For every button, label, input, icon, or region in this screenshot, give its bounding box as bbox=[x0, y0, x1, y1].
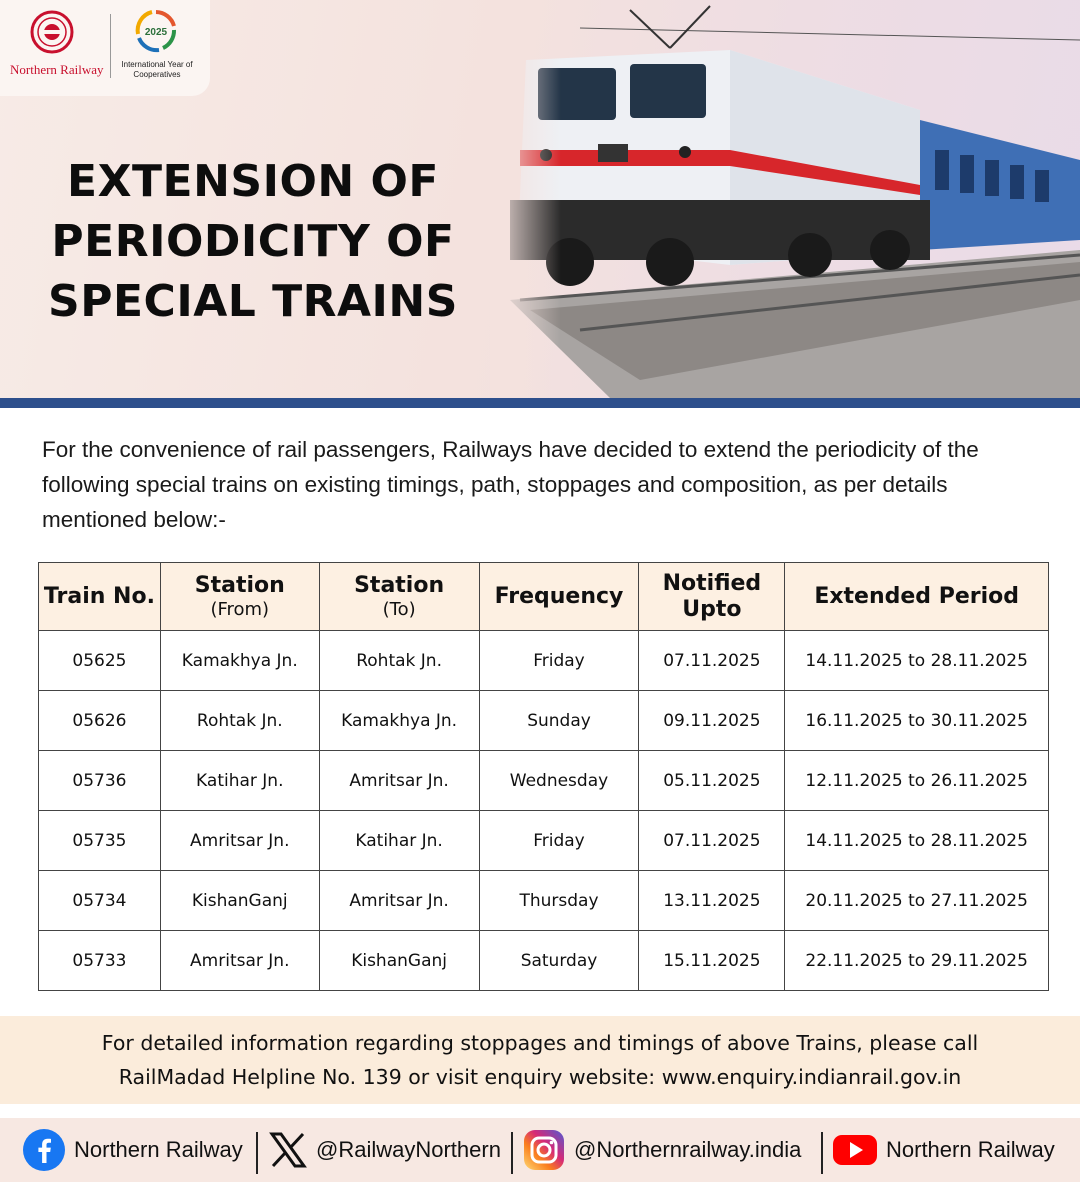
facebook-icon bbox=[23, 1129, 65, 1171]
cell-station-to: Rohtak Jn. bbox=[318, 630, 480, 691]
facebook-handle: Northern Railway bbox=[74, 1137, 243, 1162]
table-row: 05626 Rohtak Jn. Kamakhya Jn. Sunday 09.… bbox=[38, 690, 1049, 751]
cell-station-from: KishanGanj bbox=[159, 870, 320, 931]
header-banner: Northern Railway 2025 International Year… bbox=[0, 0, 1080, 398]
cell-notified-upto: 15.11.2025 bbox=[638, 930, 786, 991]
note-line-2: RailMadad Helpline No. 139 or visit enqu… bbox=[118, 1065, 962, 1089]
col-station-to-sub: (To) bbox=[382, 598, 416, 620]
logo-box: Northern Railway 2025 International Year… bbox=[0, 0, 210, 96]
col-notified-upto: Notified Upto bbox=[638, 562, 786, 631]
table-row: 05736 Katihar Jn. Amritsar Jn. Wednesday… bbox=[38, 750, 1049, 811]
cell-station-to: KishanGanj bbox=[318, 930, 480, 991]
intro-paragraph: For the convenience of rail passengers, … bbox=[42, 437, 979, 532]
cell-extended-period: 14.11.2025 to 28.11.2025 bbox=[784, 810, 1049, 871]
cell-station-from: Rohtak Jn. bbox=[159, 690, 320, 751]
cell-station-from: Amritsar Jn. bbox=[159, 930, 320, 991]
col-extended-period: Extended Period bbox=[784, 562, 1049, 631]
col-station-from-sub: (From) bbox=[210, 598, 270, 620]
social-youtube[interactable]: Northern Railway bbox=[832, 1118, 1055, 1182]
table-row: 05734 KishanGanj Amritsar Jn. Thursday 1… bbox=[38, 870, 1049, 931]
table-header-row: Train No. Station (From) Station (To) Fr… bbox=[38, 562, 1049, 631]
social-instagram[interactable]: @Northernrailway.india bbox=[522, 1118, 801, 1182]
cell-frequency: Friday bbox=[478, 630, 640, 691]
cell-notified-upto: 07.11.2025 bbox=[638, 630, 786, 691]
northern-railway-emblem-icon bbox=[30, 10, 74, 54]
instagram-handle: @Northernrailway.india bbox=[574, 1137, 802, 1162]
cell-train-no: 05625 bbox=[38, 630, 161, 691]
cell-frequency: Friday bbox=[478, 810, 640, 871]
cell-station-from: Kamakhya Jn. bbox=[159, 630, 320, 691]
social-x[interactable]: @RailwayNorthern bbox=[268, 1118, 501, 1182]
youtube-handle: Northern Railway bbox=[886, 1137, 1055, 1162]
cell-extended-period: 12.11.2025 to 26.11.2025 bbox=[784, 750, 1049, 811]
col-train-no: Train No. bbox=[38, 562, 161, 631]
title-line-3: SPECIAL TRAINS bbox=[48, 276, 458, 327]
table-row: 05625 Kamakhya Jn. Rohtak Jn. Friday 07.… bbox=[38, 630, 1049, 691]
cell-extended-period: 16.11.2025 to 30.11.2025 bbox=[784, 690, 1049, 751]
cell-train-no: 05736 bbox=[38, 750, 161, 811]
cell-extended-period: 14.11.2025 to 28.11.2025 bbox=[784, 630, 1049, 691]
cell-station-to: Kamakhya Jn. bbox=[318, 690, 480, 751]
social-bar: Northern Railway @RailwayNorthern bbox=[0, 1118, 1080, 1182]
x-icon bbox=[269, 1132, 307, 1168]
x-handle: @RailwayNorthern bbox=[316, 1137, 501, 1162]
cell-frequency: Sunday bbox=[478, 690, 640, 751]
cell-station-to: Amritsar Jn. bbox=[318, 870, 480, 931]
cell-notified-upto: 13.11.2025 bbox=[638, 870, 786, 931]
col-station-to: Station (To) bbox=[318, 562, 480, 631]
trains-table: Train No. Station (From) Station (To) Fr… bbox=[38, 562, 1049, 991]
cell-notified-upto: 09.11.2025 bbox=[638, 690, 786, 751]
cell-notified-upto: 05.11.2025 bbox=[638, 750, 786, 811]
locomotive-image bbox=[490, 0, 1080, 398]
helpline-note: For detailed information regarding stopp… bbox=[0, 1016, 1080, 1104]
col-notified-label: Notified bbox=[662, 570, 762, 596]
iyc-year: 2025 bbox=[145, 27, 168, 38]
social-divider bbox=[821, 1132, 823, 1174]
col-frequency: Frequency bbox=[478, 562, 640, 631]
social-divider bbox=[256, 1132, 258, 1174]
cell-station-from: Amritsar Jn. bbox=[159, 810, 320, 871]
title-line-2: PERIODICITY OF bbox=[51, 216, 455, 267]
col-station-from-label: Station bbox=[194, 572, 285, 598]
cooperatives-year-emblem-icon: 2025 bbox=[135, 10, 176, 53]
social-divider bbox=[511, 1132, 513, 1174]
logo-divider bbox=[110, 14, 111, 78]
table-row: 05735 Amritsar Jn. Katihar Jn. Friday 07… bbox=[38, 810, 1049, 871]
cell-extended-period: 22.11.2025 to 29.11.2025 bbox=[784, 930, 1049, 991]
cell-station-to: Amritsar Jn. bbox=[318, 750, 480, 811]
social-facebook[interactable]: Northern Railway bbox=[22, 1118, 243, 1182]
title-line-1: EXTENSION OF bbox=[67, 156, 439, 207]
cell-frequency: Wednesday bbox=[478, 750, 640, 811]
note-line-1: For detailed information regarding stopp… bbox=[101, 1031, 979, 1055]
cell-notified-upto: 07.11.2025 bbox=[638, 810, 786, 871]
cell-train-no: 05626 bbox=[38, 690, 161, 751]
header-divider bbox=[0, 398, 1080, 408]
col-station-from: Station (From) bbox=[159, 562, 320, 631]
cell-train-no: 05733 bbox=[38, 930, 161, 991]
instagram-icon bbox=[524, 1130, 564, 1170]
cell-frequency: Thursday bbox=[478, 870, 640, 931]
cell-extended-period: 20.11.2025 to 27.11.2025 bbox=[784, 870, 1049, 931]
iyc-name: International Year of Cooperatives bbox=[121, 60, 193, 79]
table-row: 05733 Amritsar Jn. KishanGanj Saturday 1… bbox=[38, 930, 1049, 991]
cell-train-no: 05734 bbox=[38, 870, 161, 931]
page-title: EXTENSION OF PERIODICITY OF SPECIAL TRAI… bbox=[20, 152, 486, 332]
org-name: Northern Railway bbox=[10, 62, 104, 77]
cell-train-no: 05735 bbox=[38, 810, 161, 871]
col-notified-sub: Upto bbox=[682, 596, 742, 622]
cell-station-from: Katihar Jn. bbox=[159, 750, 320, 811]
cell-station-to: Katihar Jn. bbox=[318, 810, 480, 871]
col-station-to-label: Station bbox=[354, 572, 445, 598]
youtube-icon bbox=[833, 1135, 877, 1165]
cell-frequency: Saturday bbox=[478, 930, 640, 991]
